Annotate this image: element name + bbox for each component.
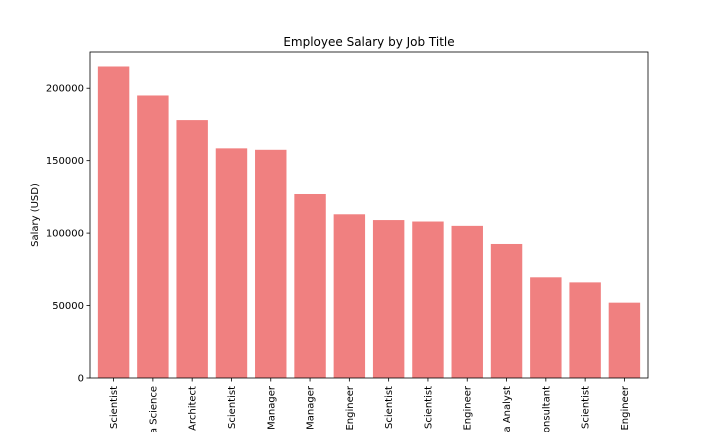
bar-0 bbox=[97, 66, 130, 379]
bar-8 bbox=[412, 221, 444, 378]
y-axis-ticks: 0 50000 100000 150000 200000 bbox=[46, 84, 90, 385]
y-tick-label-3: 150000 bbox=[46, 156, 84, 167]
chart-title: Employee Salary by Job Title bbox=[283, 35, 454, 49]
x-axis-ticks: Scientist a Science Architect Scientist Mana… bbox=[109, 378, 631, 434]
x-tick-label-7: Scientist bbox=[384, 386, 395, 429]
y-tick-label-2: 100000 bbox=[46, 229, 84, 240]
bar-1 bbox=[137, 95, 169, 378]
bar-3 bbox=[215, 148, 248, 378]
bars-group bbox=[97, 66, 641, 379]
plot-frame bbox=[89, 51, 649, 379]
bar-10 bbox=[490, 243, 523, 378]
bar-12 bbox=[569, 282, 601, 378]
y-tick-label-4: 200000 bbox=[46, 84, 84, 95]
x-tick-label-6: Engineer bbox=[345, 385, 356, 430]
y-axis-label: Salary (USD) bbox=[30, 183, 41, 247]
x-tick-label-1: a Science bbox=[148, 386, 159, 432]
y-tick-label-0: 0 bbox=[78, 374, 84, 385]
x-tick-label-4: Manager bbox=[266, 385, 277, 430]
x-tick-label-10: a Analyst bbox=[502, 386, 513, 432]
x-tick-label-3: Scientist bbox=[227, 386, 238, 429]
bar-4 bbox=[255, 149, 287, 378]
bar-2 bbox=[176, 120, 208, 378]
bar-13 bbox=[608, 302, 641, 378]
bar-5 bbox=[294, 193, 326, 378]
bar-7 bbox=[372, 220, 405, 378]
x-tick-label-0: Scientist bbox=[109, 386, 120, 429]
bar-6 bbox=[333, 214, 366, 378]
x-tick-label-8: Scientist bbox=[423, 386, 434, 429]
x-tick-label-2: Architect bbox=[188, 386, 199, 431]
y-tick-label-1: 50000 bbox=[52, 301, 84, 312]
bar-9 bbox=[451, 225, 483, 378]
x-tick-label-11: onsultant bbox=[541, 386, 552, 432]
x-tick-label-12: Scientist bbox=[581, 386, 592, 429]
x-tick-label-9: Engineer bbox=[463, 385, 474, 430]
x-tick-label-13: Engineer bbox=[620, 385, 631, 430]
x-tick-label-5: Manager bbox=[306, 385, 317, 430]
bar-11 bbox=[530, 277, 562, 378]
